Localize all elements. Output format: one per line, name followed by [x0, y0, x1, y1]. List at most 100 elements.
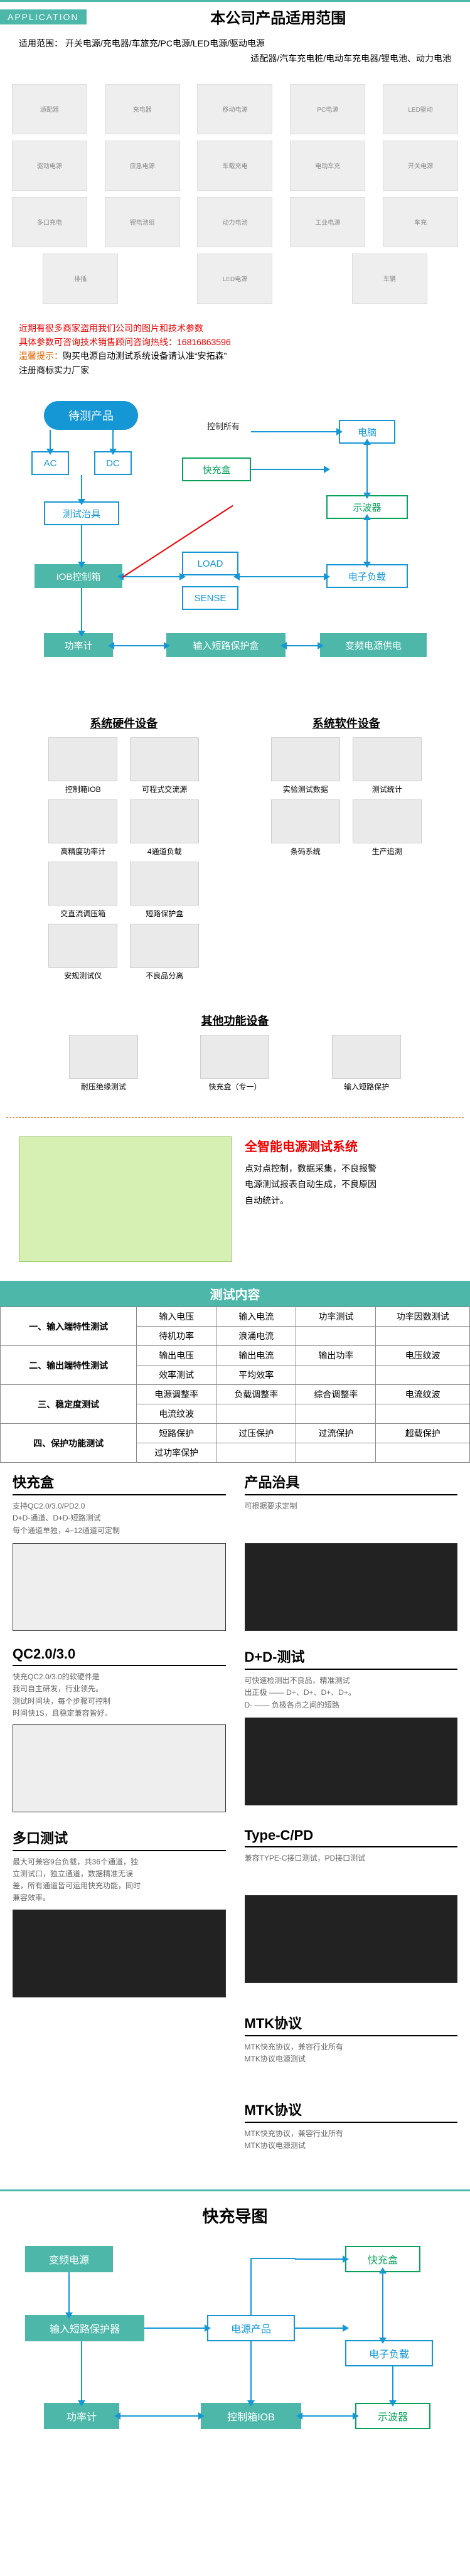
label-control-all: 控制所有 [207, 420, 240, 432]
other-equipment: 其他功能设备 耐压绝缘测试快充盒（专一）输入短路保护 [0, 1000, 470, 1104]
equip-label: 耐压绝缘测试 [81, 1081, 126, 1092]
test-cell: 负载调整率 [216, 1385, 296, 1404]
node-product: 待测产品 [44, 401, 138, 430]
feature-image [245, 1718, 458, 1805]
feature-title: D+D-测试 [245, 1643, 458, 1670]
warning-line2-prefix: 具体参数可咨询技术销售顾问咨询热线： [19, 337, 177, 347]
application-range: 适用范围： 开关电源/充电器/车旅充/PC电源/LED电源/驱动电源 适配器/汽… [0, 31, 470, 72]
product-image: 充电器 [105, 84, 180, 134]
feature-desc: 快充QC2.0/3.0的软硬件是我司自主研发，行业领先。测试时间块，每个步骤可控… [13, 1671, 226, 1719]
product-image: LED电源 [197, 254, 272, 304]
test-content-table: 一、输入端特性测试输入电压输入电流功率测试功率因数测试待机功率浪涌电流二、输出端… [0, 1307, 470, 1463]
test-cell: 过流保护 [296, 1424, 376, 1443]
equip-image [130, 924, 199, 968]
equip-label: 高精度功率计 [60, 846, 105, 857]
equip-image [69, 1035, 138, 1079]
test-row-head: 四、保护功能测试 [1, 1424, 137, 1463]
feature-title: MTK协议 [245, 2097, 458, 2123]
smart-desc1: 点对点控制，数据采集，不良报警 [245, 1163, 377, 1173]
feature-title: Type-C/PD [245, 1825, 458, 1847]
feature-desc: 最大可兼容9台负载，共36个通道，独立测试口，独立通道，数据精准无误差，所有通道… [13, 1856, 226, 1905]
product-image: 开关电源 [383, 141, 458, 191]
equip-label: 实验测试数据 [283, 784, 328, 794]
product-image: LED驱动 [383, 84, 458, 134]
equip-image [130, 862, 199, 906]
equip-item: 安规测试仪 [48, 924, 117, 981]
fc-varpower: 变频电源 [25, 2246, 113, 2272]
equip-item: 可程式交流源 [130, 737, 199, 794]
equip-item: 输入短路保护 [332, 1035, 401, 1092]
test-cell [296, 1404, 376, 1424]
feature-col: Type-C/PD兼容TYPE-C接口测试，PD接口测试 [245, 1825, 458, 1997]
test-cell: 效率测试 [137, 1365, 216, 1385]
warning-tip-label: 温馨提示： [19, 351, 63, 361]
product-image: 车充 [383, 197, 458, 247]
test-cell [376, 1365, 470, 1385]
feature-col: 产品治具可根据要求定制 [245, 1469, 458, 1631]
range-label: 适用范围： [19, 38, 63, 48]
product-image: 锂电池组 [105, 197, 180, 247]
product-image: 应急电源 [105, 141, 180, 191]
fc-iob: 控制箱IOB [201, 2403, 301, 2429]
warning-line1: 近期有很多商家盗用我们公司的图片和技术参数 [19, 321, 451, 335]
equip-image [332, 1035, 401, 1079]
product-image: 动力电池 [197, 197, 272, 247]
product-image: 移动电源 [197, 84, 272, 134]
hw-equipment: 系统硬件设备 控制箱IOB可程式交流源高精度功率计4通道负载交直流调压箱短路保护… [13, 702, 235, 993]
feature-row: MTK协议MTK快充协议，兼容行业所有MTK协议电源测试 [0, 2090, 470, 2177]
fc-powermeter: 功率计 [44, 2403, 119, 2429]
product-image: 适配器 [12, 84, 87, 134]
test-cell [296, 1327, 376, 1346]
feature-title: MTK协议 [245, 2010, 458, 2036]
equip-label: 快充盒（专一） [208, 1081, 261, 1092]
equip-item: 交直流调压箱 [48, 862, 117, 919]
equip-item: 不良品分离 [130, 924, 199, 981]
equip-item: 实验测试数据 [271, 737, 340, 794]
test-row-head: 一、输入端特性测试 [1, 1307, 137, 1346]
test-cell: 浪涌电流 [216, 1327, 296, 1346]
test-cell: 过压保护 [216, 1424, 296, 1443]
node-load: LOAD [182, 552, 238, 575]
test-cell [296, 1365, 376, 1385]
product-image: 车载充电 [197, 141, 272, 191]
equip-item: 控制箱IOB [48, 737, 117, 794]
feature-col: D+D-测试可快速检测出不良品，精准测试出正极 —— D+、D+、D+、D+。D… [245, 1643, 458, 1812]
equip-label: 生产追溯 [372, 846, 402, 857]
equip-label: 控制箱IOB [65, 784, 101, 794]
fastcharge-flowchart: 变频电源 快充盒 输入短路保护器 电源产品 电子负载 功率计 控制箱IOB 示波… [19, 2240, 451, 2466]
equip-image [271, 737, 340, 781]
product-image: 多口充电 [12, 197, 87, 247]
fc-title: 快充导图 [202, 2207, 267, 2226]
test-cell: 输入电流 [216, 1307, 296, 1327]
equip-item: 条码系统 [271, 799, 340, 857]
test-cell: 待机功率 [137, 1327, 216, 1346]
equip-item: 快充盒（专一） [200, 1035, 269, 1092]
test-cell [216, 1443, 296, 1463]
equip-image [200, 1035, 269, 1079]
product-image: 驱动电源 [12, 141, 87, 191]
product-image: PC电源 [290, 84, 365, 134]
equip-item: 高精度功率计 [48, 799, 117, 857]
equip-image [48, 737, 117, 781]
application-header: APPLICATION 本公司产品适用范围 [0, 0, 470, 31]
feature-col: 快充盒支持QC2.0/3.0/PD2.0D+D-通道、D+D-短路测试每个通道单… [13, 1469, 226, 1631]
test-cell: 电流纹波 [376, 1385, 470, 1404]
smart-screenshot [19, 1136, 232, 1262]
fc-shortprot: 输入短路保护器 [25, 2315, 144, 2341]
equip-item: 4通道负载 [130, 799, 199, 857]
test-cell: 功率因数测试 [376, 1307, 470, 1327]
sw-equipment: 系统软件设备 实验测试数据测试统计条码系统生产追溯 [235, 702, 458, 993]
node-shortbox: 输入短路保护盒 [166, 633, 286, 657]
test-table-header: 测试内容 [0, 1281, 470, 1307]
smart-desc2: 电源测试报表自动生成，不良原因 [245, 1179, 377, 1189]
smart-title: 全智能电源测试系统 [245, 1136, 377, 1155]
test-cell: 电流纹波 [137, 1404, 216, 1424]
range-line1: 开关电源/充电器/车旅充/PC电源/LED电源/驱动电源 [65, 38, 265, 48]
feature-title: QC2.0/3.0 [13, 1643, 226, 1666]
feature-title: 快充盒 [13, 1469, 226, 1495]
feature-title: 产品治具 [245, 1469, 458, 1495]
equip-image [130, 799, 199, 843]
feature-title: 多口测试 [13, 1825, 226, 1851]
feature-row: 快充盒支持QC2.0/3.0/PD2.0D+D-通道、D+D-短路测试每个通道单… [0, 1463, 470, 1637]
equip-label: 条码系统 [291, 846, 321, 857]
